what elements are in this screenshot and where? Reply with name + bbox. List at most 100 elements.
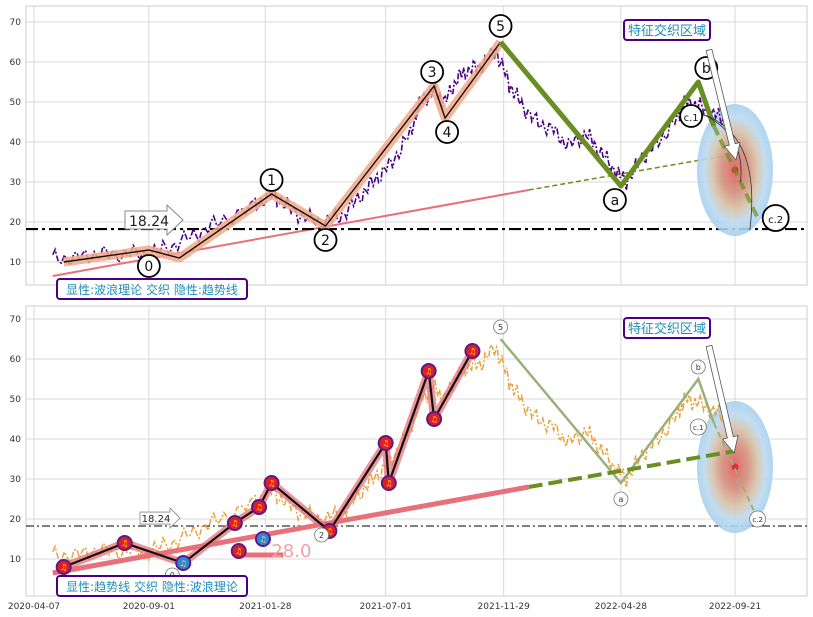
- y-tick-label: 40: [10, 138, 22, 148]
- trendline: [52, 484, 530, 576]
- wave-label-circle: [420, 60, 445, 84]
- note-marker: [380, 475, 397, 491]
- y-tick-label: 30: [10, 178, 22, 188]
- wave-label: 2: [321, 233, 330, 249]
- support-label: 18.24: [129, 214, 169, 230]
- x-tick-label: 2021-07-01: [360, 602, 412, 612]
- note-marker-glyph: ♫: [326, 527, 333, 536]
- y-tick-label: 70: [10, 315, 22, 325]
- y-tick-label: 50: [10, 395, 22, 405]
- wave-mini-label-circle: [689, 418, 707, 436]
- y-tick-label: 10: [10, 258, 22, 268]
- zone-center-point: [731, 463, 739, 471]
- y-tick-label: 40: [10, 435, 22, 445]
- wave-label-circle: [435, 120, 459, 144]
- wave-mini-label: b: [696, 363, 701, 372]
- wave-label: 4: [443, 125, 452, 141]
- note-marker-glyph: ♫: [382, 439, 389, 448]
- note-marker: [263, 475, 280, 491]
- wave-label-circle: [259, 168, 284, 192]
- y-tick-label: 20: [10, 515, 22, 525]
- wave-label: 1: [267, 173, 276, 189]
- x-tick-label: 2020-04-07: [8, 602, 60, 612]
- note-marker: [377, 435, 394, 451]
- wave-mini-label-circle: [314, 527, 329, 543]
- wave-label-circle: [136, 254, 161, 278]
- wave-label: c.1: [684, 113, 699, 124]
- zone-arrow: [705, 344, 739, 454]
- wave-label-circle: [603, 188, 627, 212]
- low-level-label: 28.0: [271, 541, 311, 562]
- trend-zigzag-line: [63, 350, 474, 569]
- note-marker-glyph: ♫: [255, 503, 262, 512]
- x-tick-label: 2021-11-29: [478, 602, 531, 612]
- note-marker-glyph: ♫: [60, 563, 67, 572]
- support-label-arrow: [139, 507, 181, 530]
- zone-label: 特征交织区域: [628, 23, 706, 39]
- support-label: 18.24: [142, 514, 171, 525]
- caption-box: [56, 575, 248, 597]
- wave-label: c.2: [768, 215, 783, 226]
- wave-label: 5: [496, 19, 505, 35]
- wave-mini-label: a: [618, 495, 623, 504]
- note-marker: [254, 531, 271, 547]
- note-marker-glyph: ♫: [469, 347, 476, 356]
- y-tick-label: 60: [10, 355, 22, 365]
- trendline-extension: [528, 449, 736, 489]
- y-tick-label: 20: [10, 218, 22, 228]
- note-marker: [464, 343, 481, 359]
- zone-label-box: [623, 317, 711, 339]
- note-marker: [230, 543, 247, 559]
- y-tick-label: 60: [10, 58, 22, 68]
- zone-label: 特征交织区域: [628, 321, 706, 337]
- note-marker-glyph: ♫: [235, 547, 242, 556]
- wave-label: b: [702, 61, 711, 77]
- note-marker: [426, 411, 443, 427]
- caption: 显性:波浪理论 交织 隐性:趋势线: [66, 282, 238, 297]
- wave-mini-label-circle: [493, 319, 508, 335]
- wave-mini-label-circle: [613, 491, 629, 507]
- caption-box: [56, 278, 248, 300]
- wave-label-circle: [679, 104, 704, 128]
- wave-mini-label-circle: [749, 510, 767, 528]
- wave-impulse-line: [63, 41, 502, 263]
- wave-mini-label: c.1: [693, 424, 704, 432]
- wave-structure-line: [499, 338, 716, 486]
- note-marker: [251, 499, 268, 515]
- bottom-panel: 10 20 30 40 50 60 70 2020-04-07 2020-09-01 2021-0…: [8, 305, 808, 612]
- caption: 显性:趋势线 交织 隐性:波浪理论: [66, 579, 238, 594]
- wave-mini-label-circle: [690, 359, 706, 375]
- wave-mini-label: 2: [319, 531, 324, 540]
- price-series-line: [52, 45, 727, 268]
- note-marker-glyph: ♫: [180, 559, 187, 568]
- y-tick-label: 50: [10, 98, 22, 108]
- note-marker-glyph: ♫: [431, 415, 438, 424]
- wave-projection-line: [712, 125, 760, 219]
- note-marker-glyph: ♫: [231, 519, 238, 528]
- trendline: [52, 189, 529, 277]
- note-marker: [55, 559, 72, 575]
- wave-mini-label: 5: [498, 323, 503, 332]
- plot-area: [25, 5, 808, 286]
- wave-label-circle: [313, 228, 338, 252]
- x-tick-label: 2022-04-28: [595, 602, 648, 612]
- note-marker-glyph: ♫: [121, 539, 128, 548]
- top-panel: 10 20 30 40 50 60 70 0 1 2 3 4 5 a b c.1 c.2 18.24 特征交织区域显…: [10, 5, 808, 300]
- note-marker-glyph: ♫: [268, 479, 275, 488]
- wave-mini-label: c.2: [752, 516, 763, 524]
- note-marker-glyph: ♫: [259, 535, 266, 544]
- note-marker: [226, 515, 243, 531]
- y-tick-label: 70: [10, 18, 22, 28]
- wave-label-circle: [488, 14, 513, 38]
- note-marker: [420, 363, 437, 379]
- y-tick-label: 10: [10, 555, 22, 565]
- note-marker-glyph: ♫: [385, 479, 392, 488]
- wave-label: a: [611, 193, 620, 209]
- note-marker-glyph: ♫: [425, 367, 432, 376]
- x-tick-label: 2020-09-01: [123, 602, 175, 612]
- wave-label-circle: [761, 204, 790, 232]
- wave-label: 3: [428, 65, 437, 81]
- wave-projection-line: [712, 422, 759, 520]
- note-marker: [175, 555, 192, 571]
